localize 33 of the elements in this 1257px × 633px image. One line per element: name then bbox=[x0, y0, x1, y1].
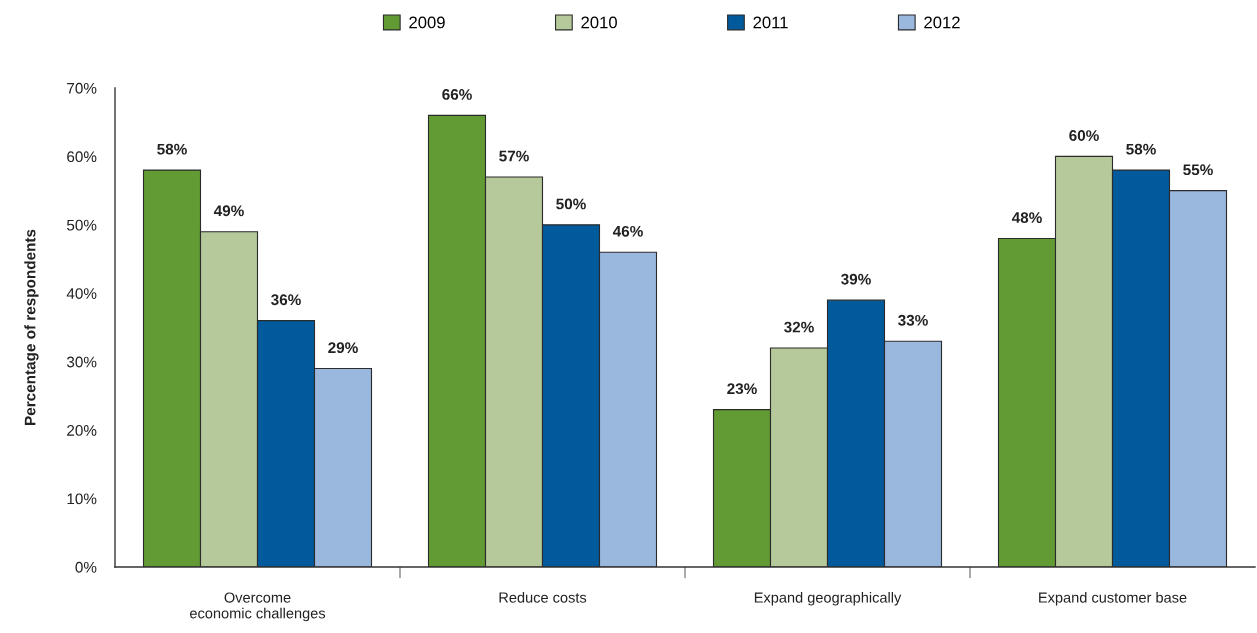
data-label: 46% bbox=[612, 225, 643, 237]
y-tick-label: 0% bbox=[75, 561, 97, 573]
legend-label: 2012 bbox=[924, 16, 960, 29]
data-label: 66% bbox=[442, 89, 472, 100]
y-tick-label: 10% bbox=[67, 493, 97, 505]
data-label: 48% bbox=[1011, 212, 1042, 224]
data-label: 29% bbox=[328, 342, 358, 354]
x-tick-label: Expand geographically bbox=[754, 592, 902, 606]
x-tick-label: Expand customer base bbox=[1039, 592, 1187, 606]
y-tick-label: 70% bbox=[67, 82, 97, 94]
y-tick-label: 20% bbox=[67, 425, 97, 436]
data-label: 57% bbox=[499, 150, 529, 162]
data-label: 39% bbox=[841, 273, 871, 285]
data-label: 33% bbox=[898, 314, 928, 326]
legend-label: 2009 bbox=[409, 16, 445, 29]
data-label: 55% bbox=[1183, 164, 1213, 176]
data-label: 36% bbox=[271, 294, 301, 306]
legend-label: 2011 bbox=[753, 16, 788, 29]
y-tick-label: 50% bbox=[66, 219, 97, 231]
data-label: 49% bbox=[213, 205, 244, 217]
y-axis-title: Percentage of respondents bbox=[24, 229, 39, 425]
y-tick-label: 60% bbox=[67, 151, 97, 163]
data-label: 32% bbox=[784, 321, 814, 333]
y-tick-label: 40% bbox=[66, 288, 97, 299]
data-label: 58% bbox=[157, 143, 187, 155]
x-tick-label: Reduce costs bbox=[499, 592, 587, 603]
data-label: 23% bbox=[727, 383, 757, 395]
data-label: 58% bbox=[1126, 143, 1156, 155]
y-tick-label: 30% bbox=[66, 356, 97, 368]
x-tick-label: Overcome economic challenges bbox=[190, 592, 326, 622]
data-label: 60% bbox=[1069, 130, 1099, 141]
legend-label: 2010 bbox=[581, 16, 617, 29]
data-label: 50% bbox=[556, 198, 586, 210]
